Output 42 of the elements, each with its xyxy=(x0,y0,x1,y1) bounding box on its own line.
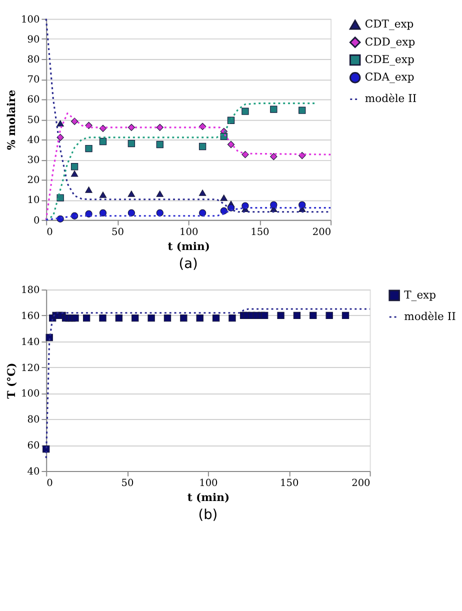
x-tick-label: 150 xyxy=(250,227,270,238)
legend-label: T_exp xyxy=(404,288,436,302)
x-tick-label: 0 xyxy=(46,227,53,238)
x-tick-label: 100 xyxy=(199,478,218,490)
y-tick-label: 50 xyxy=(27,114,40,126)
x-axis-title: t (min) xyxy=(187,490,230,504)
x-axis-title: t (min) xyxy=(168,240,210,253)
y-tick-label: 60 xyxy=(27,440,40,452)
y-tick-label: 80 xyxy=(27,414,40,426)
y-tick-label: 20 xyxy=(27,175,40,186)
y-tick-label: 90 xyxy=(27,34,40,46)
x-tick-label: 0 xyxy=(46,478,53,490)
x-tick-label: 150 xyxy=(280,478,299,490)
text: (b) xyxy=(198,507,218,524)
x-tick-label: 100 xyxy=(179,227,198,238)
legend-label: CDE_exp xyxy=(364,52,414,66)
x-tick-label: 200 xyxy=(312,227,332,238)
y-tick-label: 80 xyxy=(27,54,40,66)
y-tick-label: 120 xyxy=(21,362,40,374)
x-tick-label: 50 xyxy=(111,227,124,238)
y-tick-label: 40 xyxy=(27,466,40,478)
y-tick-label: 100 xyxy=(21,388,40,400)
y-tick-label: 70 xyxy=(27,74,40,86)
y-tick-label: 140 xyxy=(21,336,40,348)
y-tick-label: 100 xyxy=(21,14,40,26)
y-axis-title: % molaire xyxy=(5,90,18,150)
y-tick-label: 10 xyxy=(27,195,40,206)
y-tick-label: 160 xyxy=(21,310,40,322)
legend-label: modèle II xyxy=(404,310,456,323)
legend-label: CDT_exp xyxy=(364,18,414,31)
y-tick-label: 40 xyxy=(27,134,40,146)
legend-label: CDA_exp xyxy=(364,70,414,84)
legend-label: CDD_exp xyxy=(364,35,416,48)
y-tick-label: 180 xyxy=(21,284,40,296)
x-tick-label: 50 xyxy=(121,478,134,490)
y-axis-title: T (°C) xyxy=(5,362,18,399)
y-tick-label: 60 xyxy=(27,94,40,106)
y-tick-label: 30 xyxy=(27,155,40,166)
x-tick-label: 200 xyxy=(352,478,370,490)
text: (a) xyxy=(178,256,198,272)
legend-label: modèle II xyxy=(364,92,417,106)
y-tick-label: 0 xyxy=(33,215,40,226)
